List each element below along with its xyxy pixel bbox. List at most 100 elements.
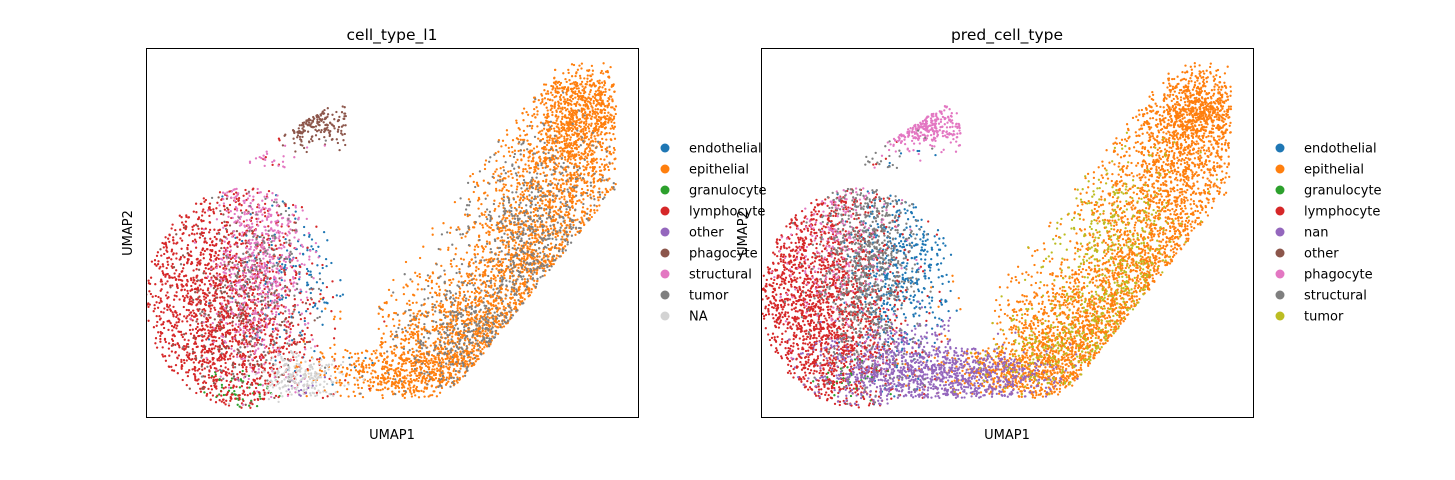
scatter-point [211,335,215,339]
scatter-point [570,100,573,103]
scatter-point [366,370,369,374]
scatter-point [451,358,455,362]
scatter-point [155,254,159,258]
scatter-point [594,140,597,143]
scatter-point [443,345,447,348]
scatter-point [494,151,497,155]
scatter-point [187,216,190,219]
scatter-point [408,360,411,364]
scatter-point [582,223,586,227]
scatter-point [408,380,411,383]
scatter-point [427,395,430,398]
scatter-point [429,275,432,278]
scatter-point [208,279,211,283]
scatter-point [614,112,617,116]
scatter-point [404,334,407,337]
scatter-point [563,135,566,138]
scatter-point [447,246,450,249]
scatter-point [349,369,353,372]
scatter-point [594,108,597,111]
scatter-point [259,358,263,362]
scatter-point [473,252,476,256]
scatter-point [203,360,206,364]
scatter-point [194,327,198,331]
scatter-point [572,120,575,123]
scatter-point [560,140,564,144]
scatter-point [294,264,298,268]
scatter-point [597,129,600,133]
scatter-point [264,156,267,159]
scatter-point [543,89,546,92]
scatter-point [256,341,259,344]
scatter-point [412,354,416,358]
scatter-point [574,219,577,222]
scatter-point [537,137,540,140]
scatter-point [547,149,551,152]
scatter-point [502,155,506,158]
scatter-point [514,230,517,234]
scatter-point [459,301,462,304]
scatter-point [482,311,485,314]
scatter-point [558,146,561,150]
scatter-point [590,158,594,161]
scatter-point [255,377,259,380]
scatter-point [551,205,554,208]
scatter-point [590,122,593,125]
scatter-point [612,146,616,150]
scatter-point [227,404,231,407]
scatter-point [195,298,198,301]
scatter-point [258,395,261,398]
scatter-point [456,309,459,312]
scatter-point [562,86,565,89]
scatter-point [494,325,497,328]
scatter-point [477,292,481,295]
scatter-point [574,92,577,95]
scatter-point [480,299,483,302]
scatter-point [610,95,613,98]
scatter-point [193,233,196,236]
scatter-point [572,173,575,177]
scatter-point [585,181,588,185]
scatter-point [599,121,603,124]
scatter-point [580,62,584,65]
scatter-point [190,254,193,258]
scatter-point [578,103,581,106]
scatter-point [175,291,178,294]
scatter-point [492,277,495,281]
scatter-point [494,279,497,282]
scatter-point [221,239,224,243]
scatter-point [470,281,474,285]
scatter-point [383,377,386,380]
scatter-point [535,106,538,109]
scatter-point [377,312,380,315]
scatter-point [439,318,442,321]
scatter-point [551,113,554,117]
scatter-point [172,315,175,318]
scatter-point [467,198,471,201]
scatter-point [167,328,170,332]
scatter-point [422,375,426,378]
scatter-point [278,335,282,339]
scatter-point [539,160,542,163]
scatter-point [209,307,212,310]
scatter-point [522,167,525,171]
scatter-point [553,137,556,140]
scatter-point [183,361,186,365]
scatter-point [604,118,607,121]
scatter-point [173,276,176,279]
scatter-point [374,376,377,379]
scatter-point [577,151,580,154]
scatter-point [413,370,416,373]
scatter-point [605,138,608,141]
scatter-point [494,207,497,211]
scatter-point [453,353,456,357]
scatter-point [558,110,562,114]
scatter-point [460,319,464,322]
scatter-point [604,126,608,129]
scatter-point [516,195,520,198]
scatter-point [570,107,573,110]
scatter-point [527,159,530,162]
scatter-point [435,282,438,285]
scatter-point [395,298,398,302]
scatter-point [355,360,358,363]
